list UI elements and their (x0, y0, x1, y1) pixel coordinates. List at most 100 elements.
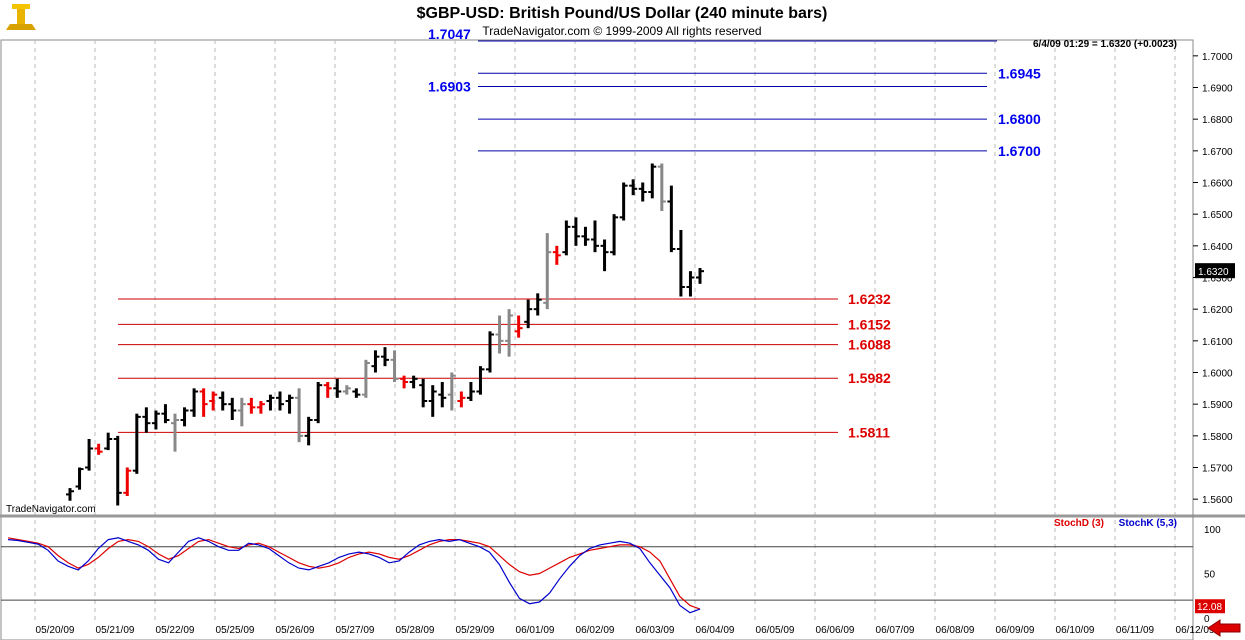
ohlc-bar (581, 226, 590, 246)
ohlc-bar (562, 220, 571, 256)
red-level-label: 1.6232 (848, 291, 891, 307)
y-tick-label: 1.5800 (1202, 432, 1233, 443)
y-tick-label: 1.6300 (1202, 274, 1233, 285)
ohlc-bar (657, 163, 666, 211)
ohlc-bar (600, 239, 609, 272)
last-price-box (1195, 263, 1235, 279)
stoch-series-line (7, 537, 701, 614)
stoch-tick-label: 100 (1204, 525, 1221, 536)
ohlc-bar (619, 182, 628, 221)
ohlc-bar (371, 350, 380, 373)
x-tick-label: 06/12/09 (1176, 625, 1215, 636)
watermark: TradeNavigator.com (6, 504, 96, 515)
logo-icon[interactable] (6, 4, 36, 30)
x-tick-label: 05/20/09 (36, 625, 75, 636)
ohlc-bar (524, 299, 533, 329)
red-level-label: 1.6152 (848, 316, 891, 332)
chart-title: $GBP-USD: British Pound/US Dollar (240 m… (417, 5, 828, 22)
y-tick-label: 1.5900 (1202, 400, 1233, 411)
ohlc-bar (457, 391, 466, 408)
ohlc-bar (667, 185, 676, 253)
ohlc-bar (190, 388, 199, 417)
ohlc-bar (237, 397, 246, 427)
stochd-legend: StochD (3) (1054, 518, 1104, 529)
ohlc-bar (676, 230, 685, 297)
ohlc-bar (466, 382, 475, 401)
chart-subtitle: TradeNavigator.com © 1999-2009 All right… (482, 24, 761, 38)
y-tick-label: 1.6000 (1202, 369, 1233, 380)
stochastic-panel: 100 50 0 StochD (3) StochK (5,3) 12.08 (1, 518, 1225, 625)
ohlc-bar (171, 413, 179, 452)
ohlc-bar (428, 385, 437, 417)
ohlc-bar (113, 435, 122, 506)
stochk-legend: StochK (5,3) (1119, 518, 1177, 529)
scroll-right-arrow-icon[interactable] (1207, 619, 1241, 637)
ohlc-bar (610, 214, 619, 256)
x-tick-label: 05/29/09 (456, 625, 495, 636)
ohlc-bar (218, 391, 227, 411)
y-tick-label: 1.6800 (1202, 115, 1233, 126)
x-tick-label: 05/22/09 (156, 625, 195, 636)
ohlc-bar (323, 382, 332, 398)
stoch-tick-label: 0 (1204, 614, 1210, 625)
y-tick-label: 1.6600 (1202, 179, 1233, 190)
ohlc-bar (247, 397, 256, 414)
ohlc-bar (161, 404, 170, 424)
ohlc-bar (75, 467, 84, 490)
ohlc-bar (486, 331, 494, 373)
stoch-last-label: 12.08 (1197, 602, 1222, 613)
ohlc-bar (209, 391, 218, 411)
ohlc-bar (629, 179, 638, 196)
ohlc-bar (543, 233, 552, 310)
ohlc-bar (409, 375, 418, 389)
blue-level-label: 1.7047 (428, 26, 471, 42)
red-level-label: 1.5982 (848, 370, 891, 386)
red-level-label: 1.6088 (848, 337, 891, 353)
y-tick-label: 1.6100 (1202, 337, 1233, 348)
y-tick-label: 1.6700 (1202, 147, 1233, 158)
x-tick-label: 06/03/09 (636, 625, 675, 636)
blue-level-label: 1.6800 (998, 111, 1041, 127)
ohlc-bar (304, 416, 313, 446)
ohlc-bar (142, 407, 151, 433)
blue-level-label: 1.6903 (428, 79, 471, 95)
ohlc-bar (361, 359, 370, 398)
ohlc-bar (199, 388, 208, 417)
last-price-label: 1.6320 (1198, 267, 1229, 278)
x-tick-label: 05/21/09 (96, 625, 135, 636)
ohlc-bar (104, 432, 113, 451)
stoch-last-box (1195, 599, 1225, 614)
red-level-label: 1.5811 (848, 424, 890, 440)
ohlc-bar (228, 397, 237, 420)
x-tick-label: 06/06/09 (816, 625, 855, 636)
ohlc-bar (696, 268, 704, 284)
ohlc-bar (276, 391, 284, 411)
ohlc-bar (476, 366, 485, 395)
ohlc-bar (285, 394, 294, 414)
ohlc-bars (66, 163, 704, 506)
ohlc-bar (571, 217, 580, 246)
status-readout: 6/4/09 01:29 = 1.6320 (+0.0023) (1033, 39, 1177, 50)
ohlc-bar (495, 315, 504, 354)
ohlc-bar (123, 467, 132, 496)
x-tick-label: 05/25/09 (216, 625, 255, 636)
fib-levels: 1.7047 1.6945 1.6903 1.6800 1.6700 1.6232 1.61… (118, 26, 1041, 440)
x-tick-label: 06/11/09 (1116, 625, 1155, 636)
x-tick-label: 05/26/09 (276, 625, 315, 636)
ohlc-bar (66, 488, 74, 501)
y-tick-label: 1.5600 (1202, 495, 1233, 506)
ohlc-bar (438, 382, 447, 408)
ohlc-bar (85, 439, 94, 471)
x-tick-label: 06/04/09 (696, 625, 735, 636)
x-tick-label: 05/28/09 (396, 625, 435, 636)
x-tick-label: 06/10/09 (1056, 625, 1095, 636)
ohlc-bar (333, 378, 342, 398)
ohlc-bar (256, 401, 265, 414)
ohlc-bar (638, 182, 647, 202)
y-tick-label: 1.5700 (1202, 464, 1233, 475)
ohlc-bar (132, 413, 141, 474)
ohlc-bar (400, 375, 409, 389)
y-tick-label: 1.6200 (1202, 305, 1233, 316)
ohlc-bar (352, 388, 361, 398)
